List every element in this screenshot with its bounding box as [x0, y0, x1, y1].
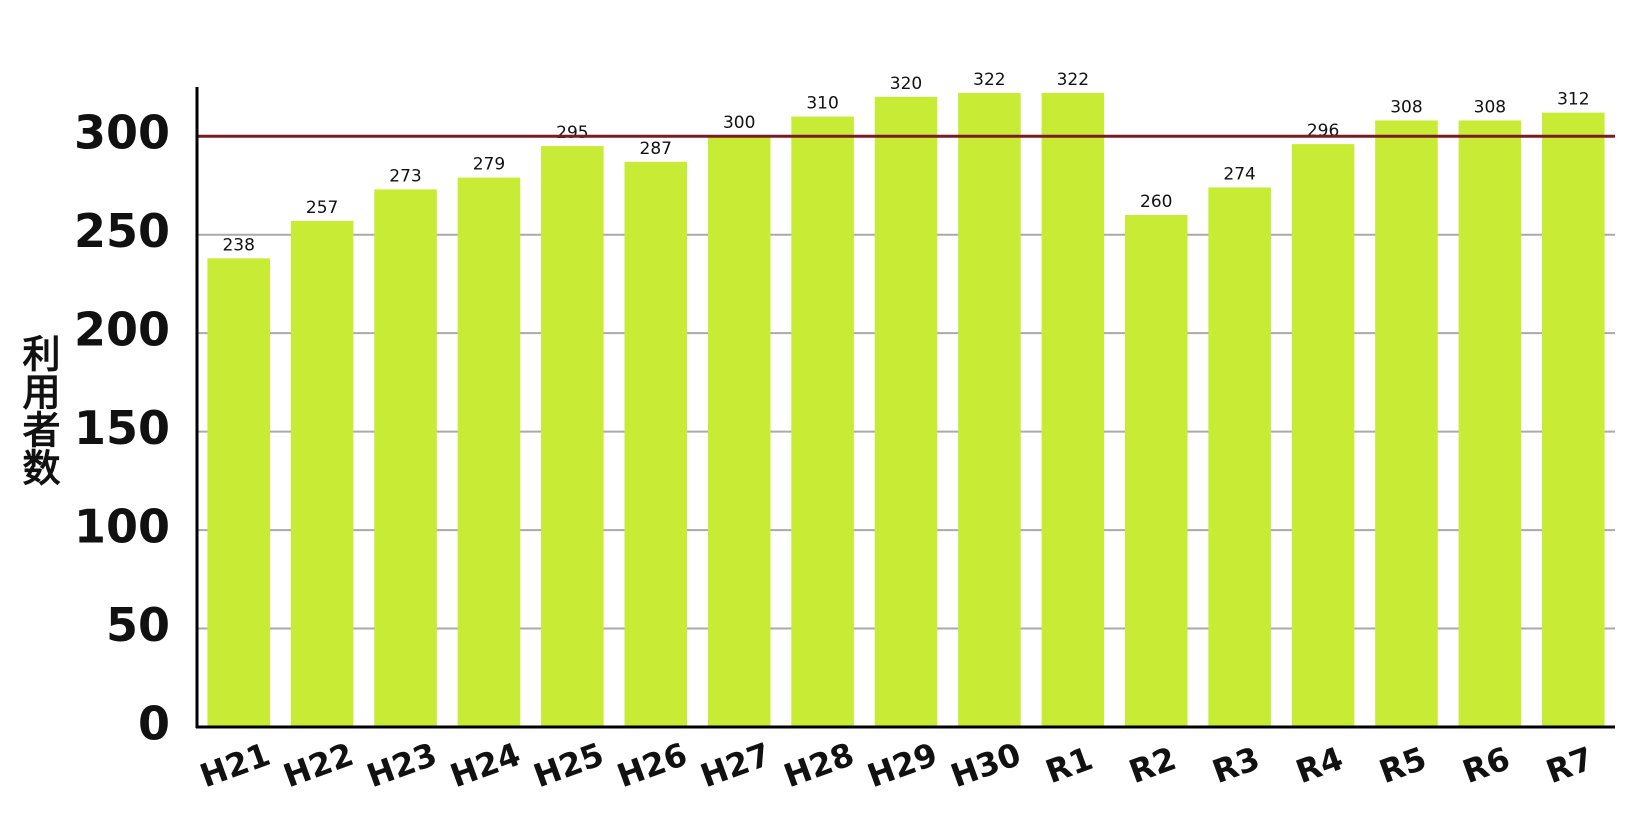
bar [1458, 120, 1522, 727]
bar [958, 92, 1021, 727]
x-tick-label: H22 [278, 735, 358, 795]
bar [290, 220, 354, 727]
bar [1375, 120, 1438, 727]
bar [1542, 112, 1605, 728]
y-tick-label: 50 [106, 598, 170, 652]
x-tick-label: R1 [1041, 739, 1098, 791]
bar [1291, 144, 1355, 728]
y-tick-label: 0 [138, 697, 170, 751]
bar [791, 116, 854, 728]
value-label: 310 [806, 94, 838, 114]
value-label: 273 [389, 166, 421, 186]
bar [1208, 187, 1271, 727]
x-tick-label: H26 [612, 735, 692, 795]
bar [874, 96, 938, 728]
x-tick-label: H24 [445, 735, 525, 795]
value-label: 295 [556, 123, 588, 143]
x-tick-label: R7 [1541, 739, 1598, 791]
x-tick-label: H23 [362, 735, 442, 795]
value-label: 296 [1307, 121, 1339, 141]
y-tick-label: 100 [74, 500, 170, 554]
x-tick-label: H28 [779, 735, 859, 795]
value-label: 308 [1474, 97, 1506, 117]
value-label: 287 [640, 139, 672, 159]
bar [207, 258, 270, 727]
y-tick-label: 300 [74, 106, 170, 160]
value-label: 322 [973, 70, 1005, 90]
bar [624, 161, 688, 728]
value-label: 260 [1140, 192, 1172, 212]
y-tick-label: 200 [74, 303, 170, 357]
value-label: 312 [1557, 90, 1589, 110]
value-label: 257 [306, 198, 338, 218]
y-axis-label: 利用者数 [16, 334, 60, 486]
x-tick-label: R5 [1374, 739, 1431, 791]
x-tick-label: H29 [862, 735, 942, 795]
x-tick-label: H25 [529, 735, 609, 795]
y-tick-label: 250 [74, 204, 170, 258]
x-tick-label: R6 [1458, 739, 1515, 791]
x-tick-label: H30 [946, 735, 1026, 795]
bar [457, 177, 521, 728]
x-tick-label: R3 [1207, 739, 1264, 791]
value-label: 300 [723, 113, 755, 133]
value-label: 279 [473, 155, 505, 175]
value-label: 322 [1057, 70, 1089, 90]
bar [374, 189, 437, 727]
bar [707, 136, 771, 727]
value-label: 238 [222, 235, 254, 255]
bar [1041, 92, 1105, 727]
y-tick-label: 150 [74, 401, 170, 455]
x-tick-label: H27 [695, 735, 775, 795]
value-label: 320 [890, 74, 922, 94]
x-tick-label: H21 [195, 735, 275, 795]
x-tick-label: R2 [1124, 739, 1181, 791]
value-label: 308 [1390, 97, 1422, 117]
value-label: 274 [1223, 164, 1255, 184]
x-tick-label: R4 [1291, 739, 1348, 791]
bar [1124, 215, 1188, 727]
bar [541, 146, 604, 728]
